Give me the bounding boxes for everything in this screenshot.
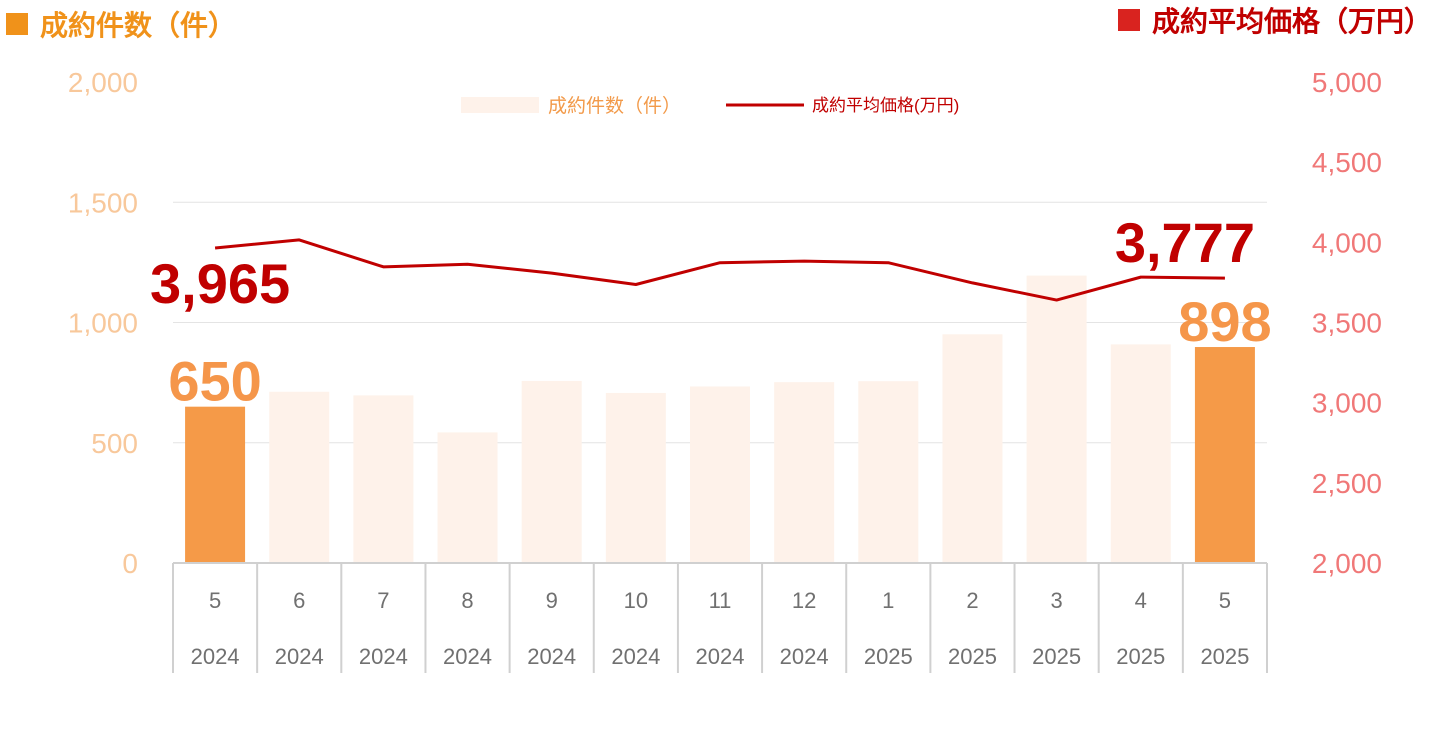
x-tick-month: 5: [1219, 588, 1231, 613]
line-series: [214, 238, 1226, 302]
x-tick-year: 2024: [443, 644, 492, 669]
left-tick-label: 1,000: [68, 308, 138, 339]
x-tick-month: 1: [882, 588, 894, 613]
bar: [690, 386, 750, 563]
right-tick-label: 3,000: [1312, 388, 1382, 419]
x-tick-month: 6: [293, 588, 305, 613]
line-data-label: 3,965: [150, 252, 290, 315]
legend-label-bar: 成約件数（件）: [548, 95, 681, 117]
x-tick-year: 2025: [1200, 644, 1249, 669]
bar-series: [185, 275, 1255, 563]
x-tick-month: 2: [966, 588, 978, 613]
bar: [1026, 275, 1087, 563]
x-tick-year: 2024: [611, 644, 660, 669]
x-tick-year: 2025: [1032, 644, 1081, 669]
legend-label-line: 成約平均価格(万円): [812, 96, 959, 115]
bar: [185, 406, 246, 563]
bar-data-label: 650: [168, 350, 261, 413]
x-tick-month: 9: [546, 588, 558, 613]
left-title-marker: [6, 13, 28, 35]
x-tick-year: 2024: [780, 644, 829, 669]
right-tick-label: 4,000: [1312, 227, 1382, 258]
bar-data-label: 898: [1178, 290, 1271, 353]
x-tick-year: 2024: [191, 644, 240, 669]
x-tick-month: 10: [624, 588, 648, 613]
axes: 0 500 1,000 1,500 2,000 2,000 2,500 3,000 3,500 4…: [68, 67, 1382, 673]
x-tick-month: 11: [709, 588, 732, 613]
left-tick-label: 0: [122, 548, 138, 579]
x-tick-month: 4: [1135, 588, 1147, 613]
right-axis-title: 成約平均価格（万円）: [1117, 0, 1432, 40]
x-tick-year: 2025: [864, 644, 913, 669]
left-tick-label: 2,000: [68, 67, 138, 98]
bar: [1194, 347, 1255, 563]
bar: [774, 382, 835, 563]
x-tick-month: 12: [792, 588, 816, 613]
bar: [353, 395, 414, 563]
bar: [437, 432, 498, 563]
right-tick-label: 4,500: [1312, 147, 1382, 178]
right-title-marker: [1117, 9, 1140, 31]
bar: [605, 392, 666, 563]
x-tick-year: 2025: [948, 644, 997, 669]
x-tick-month: 3: [1050, 588, 1062, 613]
right-tick-label: 5,000: [1312, 67, 1382, 98]
bar: [858, 381, 919, 563]
line-data-label: 3,777: [1115, 211, 1255, 274]
legend-swatch-bar: [461, 97, 539, 113]
data-labels: 650 898 3,965 3,777: [150, 211, 1272, 413]
x-tick-month: 5: [209, 588, 221, 613]
left-axis-title: 成約件数（件）: [6, 4, 236, 44]
bar: [942, 334, 1003, 563]
right-tick-label: 2,500: [1312, 468, 1382, 499]
bar: [1110, 344, 1171, 563]
x-tick-month: 7: [377, 588, 389, 613]
right-title-text: 成約平均価格（万円）: [1151, 5, 1432, 38]
left-title-text: 成約件数（件）: [40, 9, 237, 42]
right-tick-label: 3,500: [1312, 308, 1382, 339]
x-tick-year: 2024: [359, 644, 408, 669]
left-tick-label: 1,500: [68, 187, 138, 218]
bar: [521, 380, 582, 563]
left-tick-label: 500: [91, 428, 138, 459]
x-tick-year: 2024: [696, 644, 745, 669]
right-tick-label: 2,000: [1312, 548, 1382, 579]
x-tick-year: 2024: [275, 644, 324, 669]
x-tick-year: 2024: [527, 644, 576, 669]
legend: 成約件数（件） 成約平均価格(万円): [461, 95, 959, 117]
x-tick-month: 8: [461, 588, 473, 613]
x-tick-year: 2025: [1116, 644, 1165, 669]
bar: [269, 391, 330, 563]
